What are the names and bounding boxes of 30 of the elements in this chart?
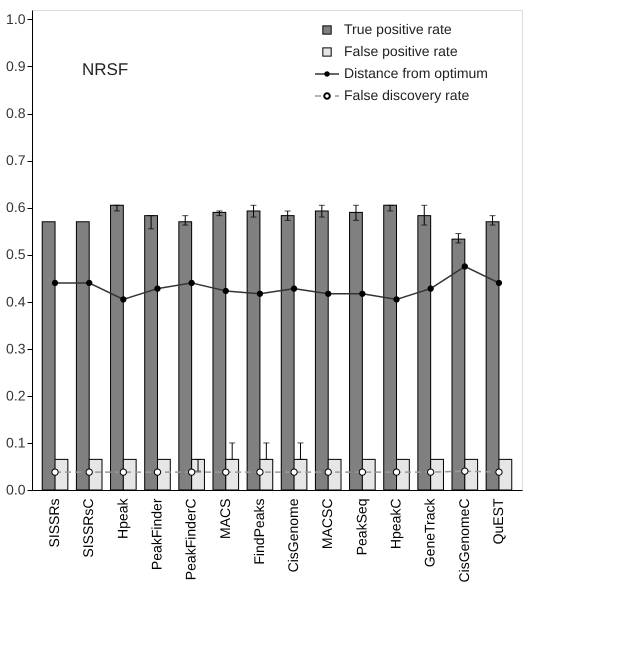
- y-tick-label: 0.9: [6, 58, 26, 74]
- legend-label: Distance from optimum: [344, 65, 488, 81]
- x-tick-label: CisGenomeC: [456, 498, 472, 583]
- x-tick-label: FindPeaks: [250, 498, 267, 565]
- x-tick-label: SISSRsC: [80, 498, 96, 558]
- x-tick-label: PeakSeq: [353, 498, 370, 556]
- x-tick-label: Hpeak: [114, 498, 130, 539]
- x-tick-label: PeakFinderC: [182, 498, 199, 580]
- y-tick-label: 0.5: [6, 246, 26, 262]
- x-tick-label: PeakFinder: [148, 498, 164, 570]
- y-tick-label: 0.6: [6, 199, 26, 216]
- legend-label: False discovery rate: [344, 87, 470, 103]
- y-tick-label: 0.1: [6, 434, 26, 450]
- y-tick-label: 0.4: [6, 293, 26, 310]
- x-tick-label: SISSRs: [46, 498, 62, 548]
- y-tick-label: 0.2: [6, 387, 26, 404]
- y-tick-label: 0.3: [6, 340, 26, 356]
- y-tick-label: 1.0: [6, 10, 26, 27]
- annotation: NRSF: [82, 60, 128, 79]
- legend-label: True positive rate: [344, 21, 452, 37]
- x-tick-label: CisGenome: [285, 498, 302, 572]
- x-tick-label: GeneTrack: [422, 498, 438, 568]
- y-tick-label: 0.7: [6, 152, 26, 168]
- x-tick-label: MACSC: [319, 498, 336, 550]
- y-tick-label: 0.0: [6, 482, 26, 498]
- legend-label: False positive rate: [344, 43, 458, 59]
- y-tick-label: 0.8: [6, 105, 26, 122]
- x-tick-label: HpeakC: [388, 498, 404, 550]
- x-tick-label: QuEST: [490, 498, 506, 544]
- x-tick-label: MACS: [216, 498, 233, 539]
